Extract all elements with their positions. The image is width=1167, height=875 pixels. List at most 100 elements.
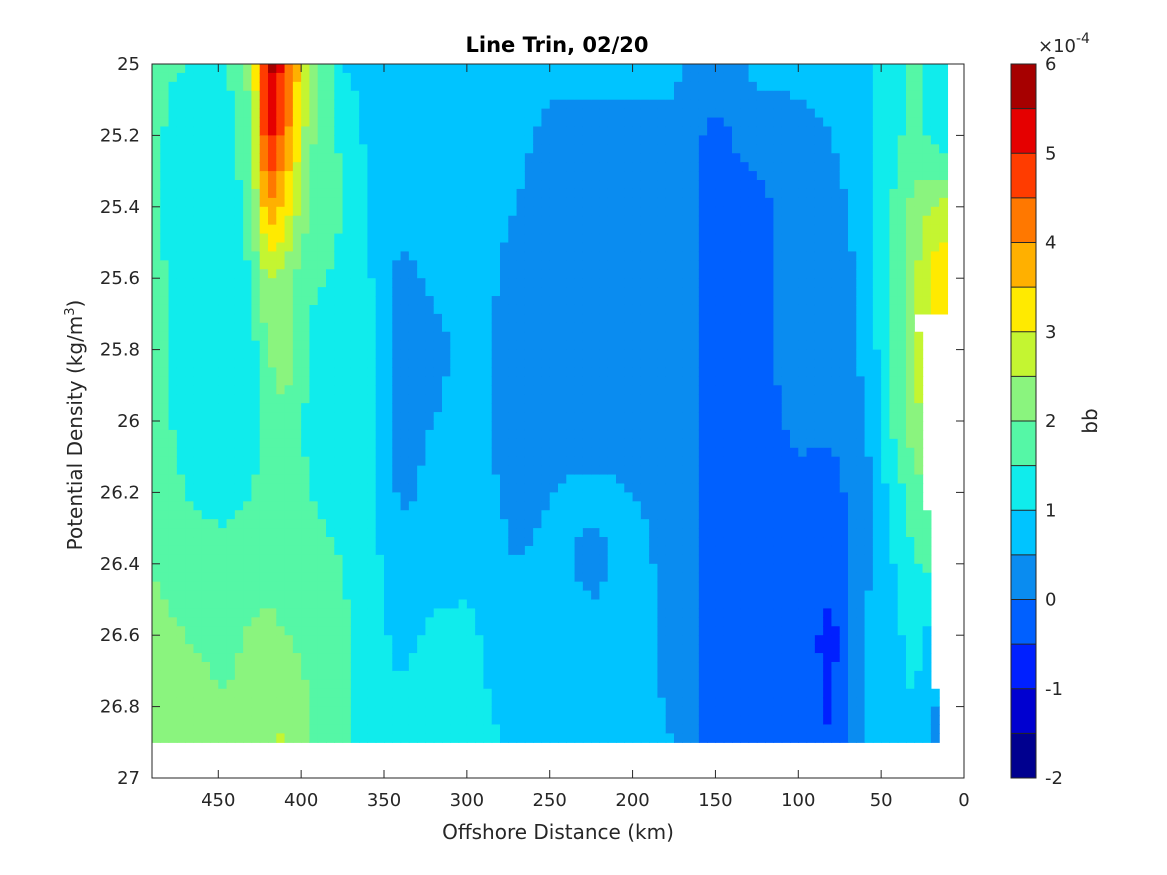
- contour-cell: [558, 635, 567, 645]
- contour-cell: [674, 599, 683, 610]
- contour-cell: [392, 197, 402, 208]
- contour-cell: [442, 545, 451, 556]
- contour-cell: [417, 403, 427, 413]
- contour-cell: [342, 313, 352, 324]
- contour-cell: [367, 706, 377, 717]
- contour-cell: [234, 554, 244, 565]
- contour-cell: [392, 313, 402, 324]
- contour-cell: [574, 81, 584, 92]
- contour-cell: [425, 278, 435, 288]
- contour-cell: [417, 296, 427, 306]
- contour-cell: [640, 224, 650, 235]
- contour-cell: [384, 81, 393, 92]
- contour-cell: [690, 251, 700, 261]
- contour-cell: [649, 724, 659, 734]
- contour-cell: [500, 608, 509, 618]
- contour-cell: [483, 153, 493, 163]
- contour-cell: [201, 545, 211, 556]
- contour-cell: [201, 206, 211, 217]
- contour-cell: [549, 545, 559, 556]
- contour-cell: [458, 403, 468, 413]
- contour-cell: [193, 358, 203, 369]
- contour-cell: [292, 153, 302, 163]
- contour-cell: [408, 90, 418, 101]
- contour-cell: [176, 617, 186, 627]
- contour-cell: [400, 412, 410, 422]
- contour-cell: [450, 322, 460, 333]
- contour-cell: [574, 412, 584, 422]
- contour-cell: [433, 456, 443, 467]
- contour-cell: [591, 510, 601, 520]
- contour-cell: [558, 661, 567, 672]
- contour-cell: [558, 269, 567, 279]
- contour-cell: [649, 599, 659, 610]
- contour-cell: [201, 429, 211, 440]
- contour-cell: [665, 260, 675, 270]
- contour-cell: [458, 296, 468, 306]
- contour-cell: [152, 394, 161, 404]
- contour-cell: [243, 679, 253, 690]
- contour-cell: [549, 733, 559, 743]
- contour-cell: [649, 697, 659, 708]
- contour-cell: [152, 304, 161, 315]
- contour-cell: [690, 331, 700, 342]
- contour-cell: [649, 64, 659, 74]
- contour-cell: [350, 563, 360, 574]
- contour-cell: [624, 224, 634, 235]
- contour-cell: [674, 162, 683, 172]
- contour-cell: [433, 376, 443, 386]
- contour-cell: [384, 90, 393, 101]
- contour-cell: [350, 385, 360, 395]
- contour-cell: [210, 269, 219, 279]
- contour-cell: [640, 90, 650, 101]
- contour-cell: [682, 554, 692, 565]
- contour-cell: [657, 162, 667, 172]
- contour-cell: [400, 64, 410, 74]
- contour-cell: [259, 72, 269, 83]
- contour-cell: [284, 715, 294, 726]
- contour-cell: [516, 90, 526, 101]
- contour-cell: [632, 224, 642, 235]
- contour-cell: [268, 269, 277, 279]
- contour-cell: [292, 688, 302, 699]
- contour-cell: [665, 367, 675, 377]
- contour-cell: [533, 72, 543, 83]
- contour-cell: [309, 474, 319, 485]
- contour-cell: [226, 617, 236, 627]
- contour-cell: [524, 81, 534, 92]
- contour-cell: [682, 171, 692, 181]
- contour-cell: [491, 64, 501, 74]
- contour-cell: [400, 653, 410, 663]
- contour-cell: [210, 733, 219, 743]
- contour-cell: [359, 99, 369, 110]
- contour-cell: [326, 661, 335, 672]
- contour-cell: [574, 706, 584, 717]
- contour-cell: [160, 706, 170, 717]
- contour-cell: [350, 581, 360, 592]
- contour-cell: [350, 162, 360, 172]
- contour-cell: [640, 545, 650, 556]
- contour-cell: [640, 376, 650, 386]
- contour-cell: [549, 90, 559, 101]
- contour-cell: [276, 572, 286, 583]
- contour-cell: [259, 653, 269, 663]
- contour-cell: [317, 287, 327, 297]
- contour-cell: [334, 180, 344, 190]
- contour-cell: [558, 135, 567, 145]
- contour-cell: [309, 554, 319, 565]
- contour-cell: [176, 421, 186, 431]
- contour-cell: [259, 635, 269, 645]
- contour-cell: [599, 269, 609, 279]
- contour-cell: [483, 429, 493, 440]
- contour-cell: [640, 64, 650, 74]
- contour-cell: [160, 501, 170, 511]
- contour-cell: [541, 126, 551, 136]
- contour-cell: [185, 99, 195, 110]
- contour-cell: [367, 429, 377, 440]
- contour-cell: [674, 635, 683, 645]
- contour-cell: [690, 376, 700, 386]
- contour-cell: [268, 635, 277, 645]
- contour-cell: [500, 626, 509, 636]
- contour-cell: [566, 438, 576, 449]
- contour-cell: [640, 331, 650, 342]
